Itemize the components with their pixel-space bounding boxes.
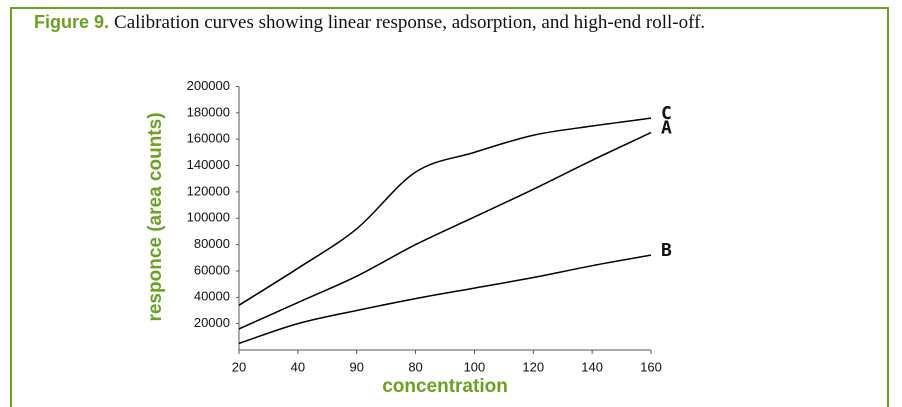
y-tick-label: 80000 bbox=[194, 236, 230, 251]
y-tick-label: 160000 bbox=[187, 131, 230, 146]
caption: Figure 9. Calibration curves showing line… bbox=[34, 12, 705, 34]
series-line bbox=[238, 117, 652, 306]
y-tick-label: 60000 bbox=[194, 262, 230, 277]
series-line bbox=[238, 254, 652, 345]
x-tick-label: 80 bbox=[408, 359, 422, 374]
x-tick-label: 160 bbox=[640, 359, 662, 374]
x-tick-label: 120 bbox=[522, 359, 544, 374]
y-axis-title: responce (area counts) bbox=[145, 112, 166, 321]
figure-label: Figure 9. bbox=[34, 12, 110, 32]
series-line bbox=[238, 131, 652, 330]
y-tick-label: 120000 bbox=[187, 183, 230, 198]
series-label: A bbox=[661, 118, 672, 139]
y-tick-label: 40000 bbox=[194, 289, 230, 304]
x-tick-label: 20 bbox=[232, 359, 246, 374]
x-tick-label: 40 bbox=[291, 359, 305, 374]
x-tick-label: 100 bbox=[464, 359, 486, 374]
x-tick-label: 140 bbox=[581, 359, 603, 374]
figure-frame bbox=[10, 7, 889, 407]
y-tick-label: 100000 bbox=[187, 210, 230, 225]
y-tick-label: 200000 bbox=[187, 78, 230, 93]
y-tick-label: 180000 bbox=[187, 104, 230, 119]
y-tick-label: 140000 bbox=[187, 157, 230, 172]
x-tick-label: 90 bbox=[349, 359, 363, 374]
y-tick-label: 20000 bbox=[194, 315, 230, 330]
x-axis-title: concentration bbox=[382, 376, 508, 397]
caption-text: Calibration curves showing linear respon… bbox=[114, 12, 706, 33]
series-label: C bbox=[661, 103, 672, 124]
series-label: B bbox=[661, 240, 672, 261]
